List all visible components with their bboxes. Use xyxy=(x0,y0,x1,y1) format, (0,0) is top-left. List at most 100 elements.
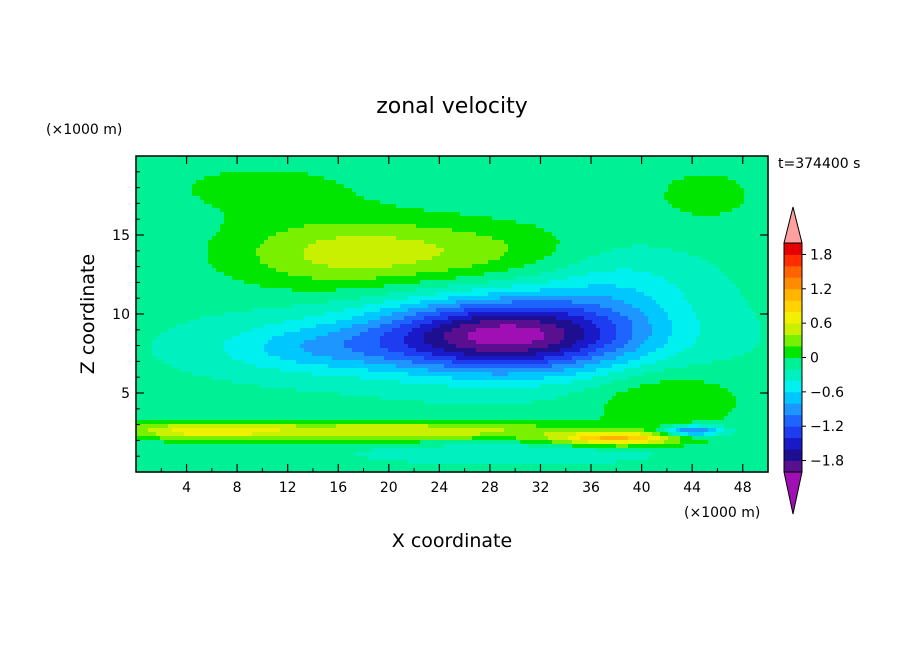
field-cell xyxy=(564,276,569,281)
field-cell xyxy=(700,208,705,213)
field-cell xyxy=(296,156,301,161)
field-cell xyxy=(760,204,765,209)
field-cell xyxy=(500,260,505,265)
field-cell xyxy=(496,212,501,217)
field-cell xyxy=(276,272,281,277)
field-cell xyxy=(476,192,481,197)
field-cell xyxy=(340,204,345,209)
field-cell xyxy=(216,268,221,273)
field-cell xyxy=(584,252,589,257)
field-cell xyxy=(192,184,197,189)
field-cell xyxy=(724,248,729,253)
field-cell xyxy=(632,164,637,169)
field-cell xyxy=(516,196,521,201)
field-cell xyxy=(636,236,641,241)
field-cell xyxy=(484,268,489,273)
field-cell xyxy=(364,172,369,177)
field-cell xyxy=(500,252,505,257)
field-cell xyxy=(304,188,309,193)
field-cell xyxy=(668,236,673,241)
field-cell xyxy=(180,164,185,169)
field-cell xyxy=(508,204,513,209)
field-cell xyxy=(624,236,629,241)
field-cell xyxy=(400,212,405,217)
field-cell xyxy=(688,264,693,269)
field-cell xyxy=(580,204,585,209)
field-cell xyxy=(328,236,333,241)
field-cell xyxy=(636,188,641,193)
field-cell xyxy=(724,232,729,237)
field-cell xyxy=(448,156,453,161)
field-cell xyxy=(200,196,205,201)
field-cell xyxy=(344,192,349,197)
field-cell xyxy=(288,160,293,165)
field-cell xyxy=(268,160,273,165)
field-cell xyxy=(548,232,553,237)
field-cell xyxy=(288,236,293,241)
field-cell xyxy=(372,188,377,193)
field-cell xyxy=(692,272,697,277)
field-cell xyxy=(416,184,421,189)
field-cell xyxy=(648,220,653,225)
field-cell xyxy=(420,264,425,269)
field-cell xyxy=(632,208,637,213)
field-cell xyxy=(420,220,425,225)
field-cell xyxy=(340,256,345,261)
field-cell xyxy=(744,188,749,193)
field-cell xyxy=(556,176,561,181)
field-cell xyxy=(224,200,229,205)
field-cell xyxy=(168,252,173,257)
field-cell xyxy=(428,244,433,249)
field-cell xyxy=(288,244,293,249)
field-cell xyxy=(232,264,237,269)
field-cell xyxy=(632,264,637,269)
field-cell xyxy=(396,176,401,181)
field-cell xyxy=(188,236,193,241)
field-cell xyxy=(628,260,633,265)
field-cell xyxy=(340,196,345,201)
field-cell xyxy=(580,168,585,173)
field-cell xyxy=(192,188,197,193)
field-cell xyxy=(436,240,441,245)
field-cell xyxy=(568,268,573,273)
field-cell xyxy=(208,192,213,197)
field-cell xyxy=(328,232,333,237)
field-cell xyxy=(624,220,629,225)
field-cell xyxy=(728,200,733,205)
field-cell xyxy=(548,260,553,265)
field-cell xyxy=(164,156,169,161)
field-cell xyxy=(532,232,537,237)
field-cell xyxy=(572,196,577,201)
field-cell xyxy=(748,220,753,225)
field-cell xyxy=(388,244,393,249)
field-cell xyxy=(360,224,365,229)
field-cell xyxy=(228,232,233,237)
field-cell xyxy=(268,196,273,201)
field-cell xyxy=(616,180,621,185)
field-cell xyxy=(544,252,549,257)
field-cell xyxy=(212,212,217,217)
field-cell xyxy=(244,212,249,217)
field-cell xyxy=(188,200,193,205)
field-cell xyxy=(144,228,149,233)
field-cell xyxy=(248,204,253,209)
field-cell xyxy=(580,192,585,197)
field-cell xyxy=(568,212,573,217)
field-cell xyxy=(344,260,349,265)
field-cell xyxy=(764,208,769,213)
field-cell xyxy=(144,220,149,225)
field-cell xyxy=(756,200,761,205)
field-cell xyxy=(164,196,169,201)
field-cell xyxy=(368,224,373,229)
field-cell xyxy=(236,240,241,245)
field-cell xyxy=(316,192,321,197)
field-cell xyxy=(588,244,593,249)
field-cell xyxy=(520,192,525,197)
field-cell xyxy=(448,232,453,237)
field-cell xyxy=(528,192,533,197)
field-cell xyxy=(204,188,209,193)
field-cell xyxy=(412,240,417,245)
field-cell xyxy=(440,272,445,277)
field-cell xyxy=(276,216,281,221)
field-cell xyxy=(652,244,657,249)
